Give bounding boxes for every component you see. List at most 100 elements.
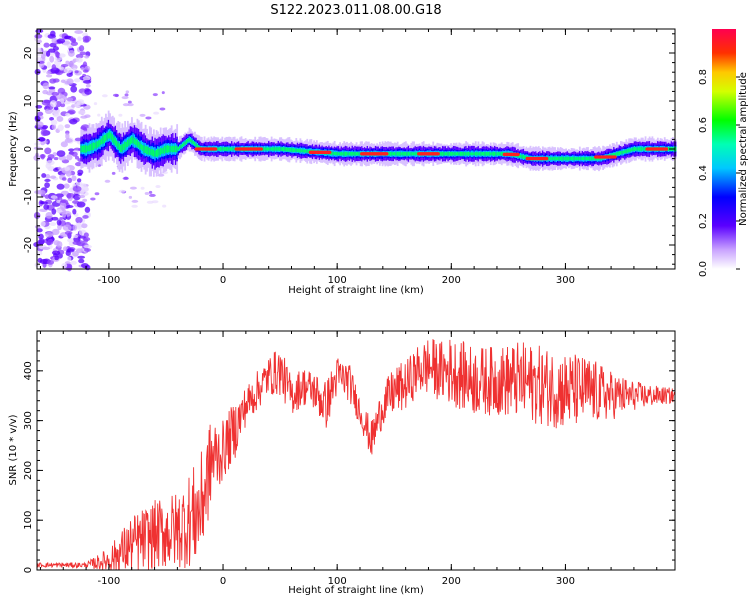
spectrogram-speckle <box>63 67 73 74</box>
spectrogram-speckle <box>54 255 59 261</box>
spectrogram-ridge-cell <box>111 134 114 143</box>
spectrogram-speckle <box>72 234 79 239</box>
spectrogram-ridge-cell <box>168 145 170 153</box>
spectrogram-ridge-cell <box>489 152 492 156</box>
spectrogram-ridge-cell <box>98 140 100 147</box>
spectrogram-speckle <box>59 66 64 71</box>
spectrogram-ridge-cell <box>518 154 521 158</box>
spectrogram-ridge-cell <box>466 152 469 156</box>
spectrogram-ridge-cell <box>288 147 291 152</box>
spectrogram-ridge-cell <box>139 142 141 150</box>
spectrogram-ridge-cell <box>185 139 188 144</box>
spectrogram-speckle <box>55 193 64 198</box>
spectrogram-ridge-cell <box>276 147 278 151</box>
spectrogram-ridge-cell <box>115 140 118 147</box>
spectrogram-speckle <box>43 140 48 144</box>
spectrogram-speckle <box>49 117 55 121</box>
spectrogram-ridge-cell <box>398 152 400 156</box>
spectrogram-ridge-cell <box>577 156 580 161</box>
spectrogram-ridge-cell <box>150 149 152 155</box>
spectrogram-peak <box>234 147 263 151</box>
spectrogram-speckle <box>118 189 126 193</box>
spectrogram-speckle <box>65 112 71 117</box>
spectrogram-ridge-cell <box>491 152 493 156</box>
spectrogram-ridge-cell <box>643 147 645 151</box>
spectrogram-ridge-cell <box>263 147 266 151</box>
spectrogram-speckle <box>65 250 71 257</box>
spectrogram-ridge-cell <box>341 152 344 156</box>
spectrogram-speckle <box>159 107 166 111</box>
spectrogram-x-axis-label: Height of straight line (km) <box>288 285 424 296</box>
spectrogram-ridge-cell <box>129 137 132 145</box>
spectrogram-speckle <box>42 246 51 250</box>
spectrogram-speckle <box>61 211 67 218</box>
spectrogram-ridge-cell <box>221 147 224 151</box>
spectrogram-speckle <box>70 260 77 265</box>
spectrogram-ridge-cell <box>110 133 113 140</box>
spectrogram-ridge-cell <box>350 151 352 156</box>
spectrogram-speckle <box>51 228 60 236</box>
colorbar-tick-label: 0.6 <box>698 117 709 133</box>
spectrogram-ridge-cell <box>563 157 566 160</box>
spectrogram-ridge-cell <box>194 141 196 146</box>
spectrogram-speckle <box>56 241 63 248</box>
spectrogram-speckle <box>46 70 51 75</box>
spectrogram-ridge-cell <box>352 152 355 156</box>
spectrogram-speckle <box>56 183 65 190</box>
spectrogram-speckle <box>64 35 72 40</box>
spectrogram-speckle <box>75 248 84 254</box>
spectrogram-ridge-cell <box>467 151 470 156</box>
spectrogram-ridge-cell <box>117 141 119 149</box>
spectrogram-speckle <box>50 195 58 199</box>
spectrogram-ridge-cell <box>480 151 482 156</box>
spectrogram-ridge-cell <box>615 152 618 156</box>
spectrogram-speckle <box>82 198 88 202</box>
spectrogram-speckle <box>81 183 87 187</box>
spectrogram-ridge-cell <box>347 152 350 156</box>
spectrogram-ridge-cell <box>580 157 582 160</box>
spectrogram-speckle <box>66 154 73 161</box>
spectrogram-ridge-cell <box>585 156 588 161</box>
spectrogram-ridge-cell <box>450 151 452 156</box>
spectrogram-speckle <box>56 150 66 157</box>
spectrogram-ridge-cell <box>614 152 617 157</box>
spectrogram-ridge-cell <box>351 152 354 156</box>
spectrogram-speckle <box>104 179 111 183</box>
snr-x-tick-label: 100 <box>328 576 347 587</box>
spectrogram-speckle <box>40 154 45 160</box>
spectrogram-speckle <box>42 89 49 95</box>
snr-y-tick-label: 0 <box>23 567 34 573</box>
spectrogram-marks <box>33 29 677 272</box>
spectrogram-speckle <box>83 238 89 243</box>
spectrogram-speckle <box>125 90 130 94</box>
figure-title: S122.2023.011.08.00.G18 <box>270 3 441 18</box>
spectrogram-ridge-cell <box>106 133 108 141</box>
spectrogram-ridge-cell <box>81 145 84 153</box>
spectrogram-speckle <box>82 39 90 43</box>
spectrogram-speckle <box>53 106 59 111</box>
spectrogram-ridge-cell <box>495 152 497 156</box>
spectrogram-speckle <box>76 178 82 183</box>
spectrogram-speckle <box>66 192 72 199</box>
spectrogram-ridge-cell <box>142 145 144 151</box>
spectrogram-speckle <box>60 79 66 83</box>
spectrogram-y-tick-label: 20 <box>23 47 34 60</box>
spectrogram-speckle <box>127 100 132 104</box>
spectrogram-ridge-cell <box>133 137 136 145</box>
spectrogram-speckle <box>66 78 74 85</box>
spectrogram-ridge-cell <box>415 152 418 156</box>
spectrogram-speckle <box>78 195 86 199</box>
spectrogram-ridge-cell <box>477 152 480 156</box>
spectrogram-ridge-cell <box>283 147 285 152</box>
spectrogram-speckle <box>61 177 67 181</box>
spectrogram-ridge-cell <box>121 144 124 152</box>
spectrogram-speckle <box>49 95 58 103</box>
spectrogram-speckle <box>48 48 56 53</box>
spectrogram-speckle <box>65 205 74 209</box>
spectrogram-speckle <box>70 85 78 93</box>
spectrogram-ridge-cell <box>478 152 481 156</box>
spectrogram-ridge-cell <box>578 157 581 161</box>
spectrogram-ridge-cell <box>674 147 677 151</box>
spectrogram-speckle <box>37 111 44 117</box>
